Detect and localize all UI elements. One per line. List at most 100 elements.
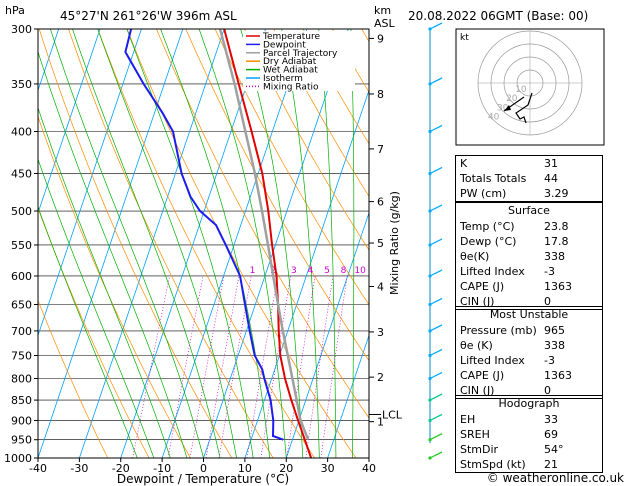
hodograph-ring-label: 20	[506, 94, 518, 104]
mixing-ratio-label: 1	[250, 266, 256, 276]
table-row: θe(K) 338	[460, 250, 565, 263]
x-axis-title: Dewpoint / Temperature (°C)	[117, 472, 289, 486]
hodograph-unit: kt	[460, 33, 469, 43]
legend-entry: Isotherm	[263, 74, 303, 84]
surface-title: Surface	[508, 204, 550, 217]
mixing-ratio-line	[260, 275, 292, 458]
x-tick-label: 10	[238, 462, 252, 475]
isotherm-line	[203, 29, 349, 458]
isotherm-line	[78, 29, 225, 458]
storm-motion-arrowhead	[504, 105, 511, 111]
table-row: EH 33	[460, 413, 558, 426]
table-row: CAPE (J) 1363	[460, 280, 572, 293]
mixing-ratio-line	[189, 275, 225, 458]
wet-adiabat-line	[72, 29, 221, 458]
km-tick-label: 6	[377, 196, 384, 209]
wind-marker	[428, 329, 432, 333]
hpa-unit-label: hPa	[5, 4, 25, 17]
wind-marker	[428, 243, 432, 247]
mixing-ratio-label: 20	[400, 266, 412, 276]
wet-adiabat-line	[198, 29, 287, 458]
legend-entry: Wet Adiabat	[263, 66, 318, 76]
y-tick-label: 500	[11, 205, 32, 218]
wind-barb-feather	[433, 204, 443, 210]
dry-adiabat-line	[244, 29, 369, 251]
legend-background	[243, 31, 355, 91]
y-tick-label: 850	[11, 394, 32, 407]
hodograph-table: Hodograph EH 33 SREH 69 StmDir 54° StmSpd (…	[455, 395, 603, 473]
mixing-ratio-label: 3	[291, 266, 297, 276]
km-tick-label: 4	[377, 281, 384, 294]
x-tick-label: -40	[29, 462, 47, 475]
wind-marker	[428, 438, 432, 442]
copyright: © weatheronline.co.uk	[487, 471, 624, 485]
table-row: θe (K) 338	[460, 339, 565, 352]
y-tick-label: 1000	[4, 452, 32, 465]
wind-marker	[428, 353, 432, 358]
dry-adiabat-line	[185, 29, 369, 362]
mixing-ratio-line	[246, 275, 279, 458]
wind-marker	[428, 27, 432, 31]
y-tick-label: 700	[11, 325, 32, 338]
axes: -40 -30 -20 -10 0 10 20 30 40 300 350 400 450 500 550 6…	[4, 23, 403, 475]
hodograph-ring-label: 40	[488, 112, 500, 122]
wind-marker	[428, 456, 432, 460]
hodograph-ring-label: 10	[515, 85, 527, 95]
wind-barb-feather	[433, 269, 443, 275]
profiles	[124, 29, 313, 458]
wet-adiabat-line	[97, 29, 237, 458]
wet-adiabat-line	[318, 29, 337, 458]
y-tick-label: 750	[11, 349, 32, 362]
table-row: PW (cm) 3.29	[460, 187, 569, 200]
dry-adiabat-line	[126, 29, 357, 458]
y-tick-label: 900	[11, 414, 32, 427]
table-row: Pressure (mb) 965	[460, 324, 565, 337]
table-row: Lifted Index -3	[460, 265, 555, 278]
y-tick-label: 350	[11, 78, 32, 91]
indices-table: K 31 Totals Totals 44 PW (cm) 3.29	[455, 155, 603, 202]
wind-barb-feather	[433, 125, 443, 130]
wind-barb-feather	[433, 372, 443, 377]
wind-marker	[428, 274, 432, 278]
legend-entry: Temperature	[262, 32, 320, 42]
wind-barb-feather	[433, 414, 443, 419]
table-row: Totals Totals 44	[460, 172, 558, 185]
dry-adiabat-line	[273, 29, 369, 197]
hodograph-trace	[515, 92, 533, 124]
y-tick-label: 550	[11, 239, 32, 252]
km-tick-label: 2	[377, 371, 384, 384]
dry-adiabat-line	[38, 207, 150, 458]
mixing-ratio-label: 4	[308, 266, 314, 276]
y-tick-label: 600	[11, 270, 32, 283]
hodograph-ring-label: 30	[497, 103, 509, 113]
series-line-dewpoint	[124, 29, 284, 441]
x-tick-label: 30	[321, 462, 335, 475]
wind-marker	[428, 418, 432, 423]
isotherm-line	[161, 29, 308, 458]
dry-adiabat-line	[156, 29, 369, 419]
isotherm-line	[38, 29, 184, 458]
hodograph-title: Hodograph	[498, 397, 560, 410]
legend-entry: Dry Adiabat	[263, 57, 317, 67]
wet-adiabat-line	[38, 205, 138, 458]
wind-barb-feather	[433, 451, 443, 457]
table-row: CIN (J) 0	[460, 295, 551, 308]
table-row: CIN (J) 0	[460, 384, 551, 397]
x-tick-label: 40	[362, 462, 376, 475]
km-tick-label: 9	[377, 32, 384, 45]
wet-adiabat-line	[38, 106, 171, 458]
wind-barb-feather	[433, 22, 443, 28]
wind-marker	[428, 209, 432, 213]
dry-adiabat-line	[97, 29, 315, 458]
y-tick-label: 300	[11, 23, 32, 36]
table-row: StmSpd (kt) 21	[460, 458, 558, 471]
wind-marker	[428, 129, 432, 134]
isotherm-line	[327, 334, 369, 458]
x-tick-label: -10	[153, 462, 171, 475]
mixing-ratio-label: 25	[412, 266, 423, 276]
legend-entry: Dewpoint	[263, 40, 306, 50]
mixing-ratio-line	[305, 275, 334, 458]
wet-adiabat-line	[281, 29, 320, 458]
